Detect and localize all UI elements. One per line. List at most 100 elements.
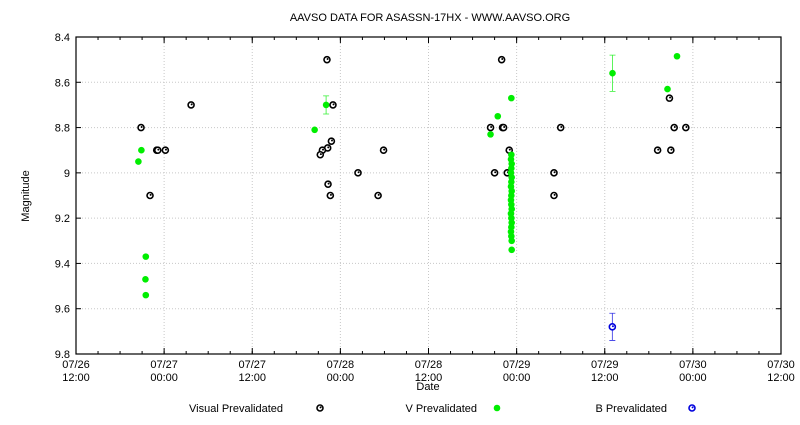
marker-dot: [503, 125, 506, 128]
marker-dot: [685, 125, 688, 128]
x-tick-label: 00:00: [503, 372, 531, 384]
x-tick-label: 00:00: [679, 372, 707, 384]
v-prevalidated-point: [673, 52, 681, 60]
marker-dot: [327, 146, 330, 149]
y-tick-label: 9: [64, 168, 70, 180]
data-points: [135, 52, 690, 341]
y-tick-label: 8.6: [55, 77, 70, 89]
x-tick-label: 07/29: [503, 359, 531, 371]
visual-prevalidated-point: [316, 150, 325, 159]
visual-prevalidated-point: [329, 101, 337, 109]
x-tick-label: 12:00: [62, 372, 90, 384]
visual-prevalidated-point: [653, 146, 662, 155]
y-tick-label: 9.2: [55, 213, 70, 225]
v-prevalidated-point: [142, 253, 150, 260]
y-tick-label: 8.4: [55, 32, 70, 44]
grid: [76, 37, 781, 354]
x-tick-label: 12:00: [238, 372, 266, 384]
b-prevalidated-point: [608, 323, 617, 331]
legend-marker-b-prevalidated: [688, 404, 696, 412]
visual-prevalidated-point: [327, 137, 336, 145]
visual-prevalidated-point: [374, 191, 382, 200]
x-tick-label: 12:00: [591, 372, 619, 384]
marker-dot: [670, 148, 673, 151]
visual-prevalidated-point: [323, 55, 331, 64]
marker-dot: [508, 148, 511, 151]
visual-prevalidated-point: [153, 146, 162, 155]
plot-frame: [75, 36, 782, 355]
y-tick-label: 8.8: [55, 123, 70, 135]
x-tick-label: 07/27: [150, 359, 178, 371]
v-prevalidated-point: [609, 69, 616, 77]
x-tick-label: 07/28: [327, 359, 355, 371]
v-prevalidated-point: [487, 131, 494, 138]
visual-prevalidated-point: [323, 144, 332, 152]
marker-dot: [140, 125, 143, 128]
visual-prevalidated-point: [670, 123, 678, 132]
marker-dot: [383, 148, 386, 151]
x-tick-label: 07/29: [591, 359, 619, 371]
v-prevalidated-point: [311, 126, 318, 134]
v-prevalidated-point: [508, 237, 515, 245]
legend-label-b-prevalidated: B Prevalidated: [595, 403, 667, 415]
visual-prevalidated-point: [161, 146, 170, 155]
marker-dot: [319, 406, 322, 409]
legend-marker-visual-prevalidated: [316, 404, 324, 412]
x-tick-label: 00:00: [327, 372, 355, 384]
x-tick-label: 12:00: [767, 372, 795, 384]
v-prevalidated-point: [138, 146, 145, 154]
marker-dot: [691, 406, 694, 409]
visual-prevalidated-point: [556, 123, 565, 132]
marker-dot: [553, 171, 556, 174]
visual-prevalidated-point: [682, 123, 690, 132]
v-prevalidated-point: [142, 275, 149, 283]
v-prevalidated-point: [135, 158, 142, 165]
marker-dot: [611, 325, 614, 328]
axis-ticks: 8.48.68.899.29.49.69.807/2612:0007/2700:…: [55, 32, 795, 384]
x-tick-label: 07/26: [62, 359, 90, 371]
marker-dot: [164, 148, 167, 151]
marker-dot: [560, 125, 563, 128]
marker-dot: [494, 171, 497, 174]
visual-prevalidated-point: [146, 191, 154, 200]
v-prevalidated-point: [664, 85, 671, 93]
y-tick-label: 9.8: [55, 349, 70, 361]
v-prevalidated-point: [142, 291, 150, 299]
marker-dot: [327, 182, 330, 185]
legend: Visual Prevalidated V Prevalidated B Preva…: [189, 403, 696, 415]
visual-prevalidated-point: [550, 191, 558, 200]
visual-prevalidated-point: [354, 169, 362, 177]
visual-prevalidated-point: [486, 123, 495, 132]
v-prevalidated-point: [322, 101, 330, 109]
x-tick-label: 07/30: [767, 359, 795, 371]
marker-dot: [501, 58, 504, 61]
y-tick-label: 9.4: [55, 258, 70, 270]
marker-dot: [357, 171, 360, 174]
visual-prevalidated-point: [667, 146, 675, 155]
visual-prevalidated-point: [324, 180, 332, 188]
legend-label-v-prevalidated: V Prevalidated: [405, 403, 477, 415]
v-prevalidated-point: [494, 112, 502, 120]
visual-prevalidated-point: [187, 101, 195, 109]
visual-prevalidated-point: [137, 123, 145, 132]
x-tick-label: 07/30: [679, 359, 707, 371]
marker-dot: [319, 153, 322, 156]
marker-dot: [321, 148, 324, 151]
marker-dot: [190, 103, 193, 106]
x-tick-label: 00:00: [150, 372, 178, 384]
visual-prevalidated-point: [326, 191, 335, 200]
marker-dot: [329, 193, 332, 196]
marker-dot: [669, 96, 672, 99]
marker-dot: [673, 125, 676, 128]
marker-dot: [553, 193, 556, 196]
x-tick-label: 07/27: [238, 359, 266, 371]
v-prevalidated-point: [508, 94, 515, 102]
visual-prevalidated-point: [499, 123, 508, 132]
marker-dot: [330, 139, 333, 142]
legend-marker-v-prevalidated: [493, 404, 501, 412]
y-tick-label: 9.6: [55, 304, 70, 316]
marker-dot: [377, 193, 380, 196]
visual-prevalidated-point: [665, 94, 674, 102]
x-tick-label: 07/28: [415, 359, 443, 371]
